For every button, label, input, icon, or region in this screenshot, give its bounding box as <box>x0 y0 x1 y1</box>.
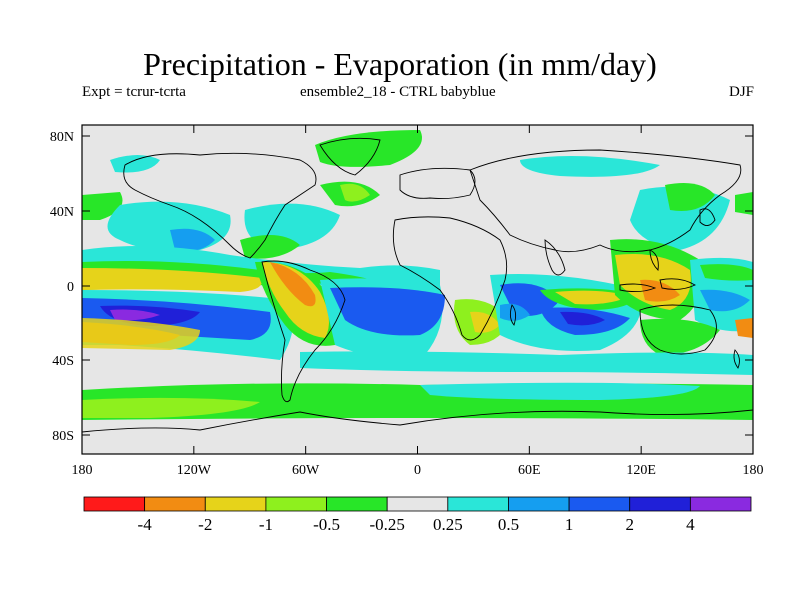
colorbar-box <box>326 496 388 512</box>
coast-japan <box>699 208 716 226</box>
season-label: DJF <box>728 84 754 100</box>
west-pacific-green-2 <box>700 264 753 281</box>
siberia-cyan <box>520 156 660 177</box>
colorbar-box <box>689 496 752 512</box>
x-tick-label: 60W <box>292 463 320 478</box>
south-mid-cyan <box>300 351 753 375</box>
maritime-orange <box>640 279 680 302</box>
south-pacific-purple <box>110 309 160 321</box>
coast-madagascar <box>509 304 517 326</box>
east-asia-green <box>665 182 715 211</box>
x-tick-label: 180 <box>743 463 764 478</box>
coast-asia <box>469 149 742 253</box>
coastlines <box>81 137 754 433</box>
coast-africa <box>392 216 508 341</box>
x-tick-label: 0 <box>414 463 421 478</box>
colorbar-label: -2 <box>198 515 212 534</box>
x-tick-label: 120W <box>177 463 212 478</box>
coast-new-zealand <box>733 349 740 369</box>
colorbar-label: -0.5 <box>313 515 340 534</box>
colorbar-box <box>629 496 691 512</box>
colorbar-box <box>144 496 206 512</box>
north-atlantic-lightgreen <box>340 183 370 202</box>
colorbar-label: -4 <box>138 515 153 534</box>
ensemble-label: ensemble2_18 - CTRL babyblue <box>300 84 496 100</box>
west-pacific-green <box>735 192 753 215</box>
coast-philippines <box>649 249 659 271</box>
arctic-green-band <box>315 130 422 167</box>
tropical-east-orange <box>735 318 753 338</box>
colorbar-box <box>568 496 631 512</box>
coast-australia <box>639 304 717 355</box>
southeast-pacific-yellow <box>82 318 200 350</box>
north-atlantic-cyan <box>110 155 160 173</box>
colorbar-label: 0.5 <box>498 515 519 534</box>
coast-greenland <box>319 137 381 176</box>
x-tick-label: 180 <box>72 463 93 478</box>
andes-yellow <box>262 262 329 338</box>
coast-europe <box>399 167 476 200</box>
y-tick-label: 80S <box>52 429 74 444</box>
andes-orange <box>270 262 316 307</box>
x-tick-label: 60E <box>518 463 541 478</box>
southern-ocean-lightgreen <box>82 397 260 418</box>
colorbar-box <box>265 496 327 512</box>
colorbar-box <box>83 496 146 512</box>
colorbar-label: 0.25 <box>433 515 463 534</box>
x-tick-label: 120E <box>626 463 656 478</box>
y-tick-label: 80N <box>50 130 74 145</box>
experiment-label: Expt = tcrur-tcrta <box>82 84 186 100</box>
colorbar-label: 1 <box>565 515 574 534</box>
y-tick-label: 0 <box>67 280 74 295</box>
colorbar-box <box>204 496 267 512</box>
indian-ocean-yellow <box>555 290 630 305</box>
colorbar-boxes <box>83 496 752 512</box>
colorbar-label: -0.25 <box>369 515 404 534</box>
coast-indonesia-b <box>659 278 696 290</box>
coast-indonesia-a <box>619 283 657 293</box>
colorbar-box <box>386 496 449 512</box>
south-africa-yellow <box>470 311 500 333</box>
coast-north-america <box>123 152 317 259</box>
north-pacific-blue <box>170 228 215 252</box>
colorbar-label: 4 <box>686 515 695 534</box>
coast-antarctica <box>81 409 754 433</box>
colorbar-box <box>447 496 509 512</box>
australia-green <box>640 318 720 355</box>
map-field <box>82 125 753 454</box>
y-tick-label: 40S <box>52 354 74 369</box>
north-pacific-green <box>82 192 123 220</box>
map-title: Precipitation - Evaporation (in mm/day) <box>143 46 657 82</box>
west-pacific-blue <box>700 289 750 312</box>
colorbar-box <box>508 496 570 512</box>
coast-india <box>544 239 566 276</box>
axis-ticks: 80N 40N 0 40S 80S 180 120W 60W 0 60E 120E 180 <box>50 125 764 478</box>
south-atlantic-blue <box>330 287 445 336</box>
coast-south-america <box>261 260 346 403</box>
colorbar-label: -1 <box>259 515 273 534</box>
y-tick-label: 40N <box>50 205 74 220</box>
colorbar-label: 2 <box>625 515 634 534</box>
central-pacific-yellow <box>82 268 263 292</box>
colorbar-labels: -4 -2 -1 -0.5 -0.25 0.25 0.5 1 2 4 <box>138 515 696 534</box>
southern-ocean-cyan <box>420 382 700 400</box>
south-indian-darkblue <box>560 311 605 326</box>
